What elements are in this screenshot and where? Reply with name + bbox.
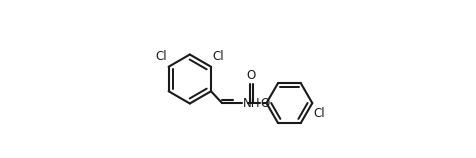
Text: Cl: Cl — [156, 50, 168, 63]
Text: Cl: Cl — [314, 107, 325, 120]
Text: NH: NH — [243, 97, 260, 110]
Text: Cl: Cl — [212, 50, 224, 63]
Text: O: O — [260, 97, 269, 110]
Text: O: O — [247, 69, 256, 82]
